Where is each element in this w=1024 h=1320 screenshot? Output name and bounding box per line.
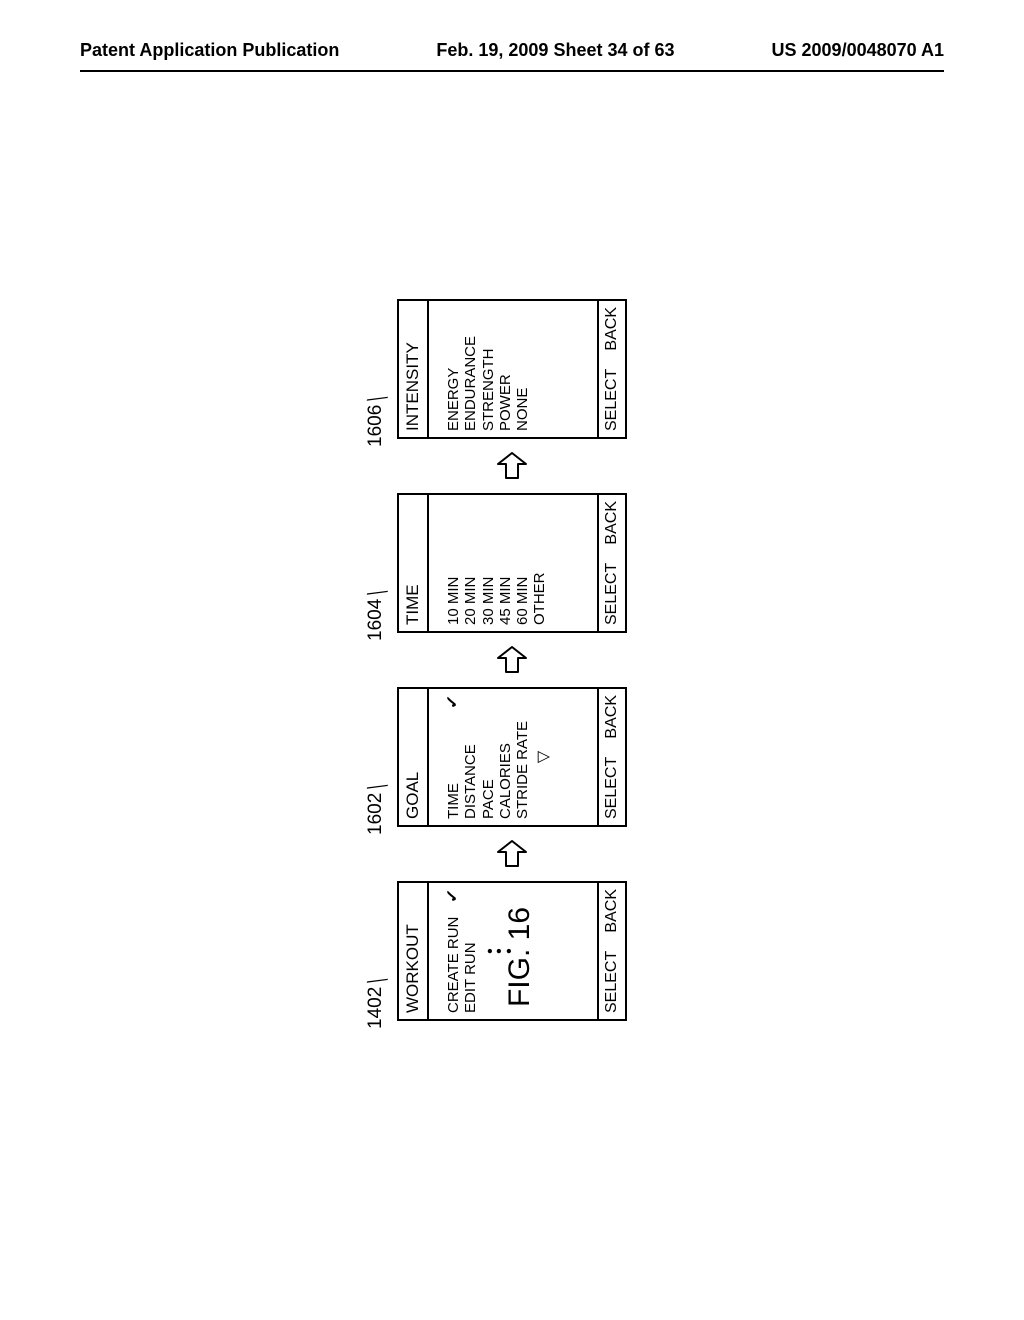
select-button[interactable]: SELECT	[603, 563, 621, 625]
spacer	[435, 695, 445, 819]
menu-item[interactable]: CALORIES	[497, 695, 514, 819]
ref-label: 1402╲	[365, 975, 387, 1029]
menu-item[interactable]: ENDURANCE	[462, 307, 479, 431]
back-button[interactable]: BACK	[603, 501, 621, 545]
header-left: Patent Application Publication	[80, 40, 339, 61]
select-button[interactable]: SELECT	[603, 369, 621, 431]
screen-title: GOAL	[399, 689, 429, 825]
screen-title: WORKOUT	[399, 883, 429, 1019]
menu-item[interactable]: POWER	[497, 307, 514, 431]
screen-footer: SELECT BACK	[597, 495, 625, 631]
ref-number: 1602	[365, 793, 387, 835]
back-button[interactable]: BACK	[603, 307, 621, 351]
menu-item[interactable]: CREATE RUN ✓	[445, 889, 462, 1013]
screen-footer: SELECT BACK	[597, 883, 625, 1019]
screen-footer: SELECT BACK	[597, 689, 625, 825]
screen-box: INTENSITYENERGYENDURANCESTRENGTHPOWERNON…	[397, 299, 627, 439]
select-button[interactable]: SELECT	[603, 757, 621, 819]
screen-box: TIME10 MIN20 MIN30 MIN45 MIN60 MINOTHERS…	[397, 493, 627, 633]
screen-body: ENERGYENDURANCESTRENGTHPOWERNONE	[429, 301, 597, 437]
flow-arrow-icon	[492, 839, 532, 869]
menu-item[interactable]: PACE	[480, 695, 497, 819]
menu-item[interactable]: NONE	[514, 307, 531, 431]
spacer	[435, 501, 445, 625]
menu-item[interactable]: ENERGY	[445, 307, 462, 431]
menu-item[interactable]: STRIDE RATE	[514, 695, 531, 819]
menu-item[interactable]: STRENGTH	[480, 307, 497, 431]
header-divider	[80, 70, 944, 72]
ref-number: 1604	[365, 599, 387, 641]
ref-label: 1606╲	[365, 393, 387, 447]
ref-label: 1604╲	[365, 587, 387, 641]
screen-body: 10 MIN20 MIN30 MIN45 MIN60 MINOTHER	[429, 495, 597, 631]
menu-item[interactable]: 10 MIN	[445, 501, 462, 625]
screen-unit-1602: 1602╲GOALTIME✓DISTANCEPACECALORIESSTRIDE…	[397, 687, 627, 827]
screen-footer: SELECT BACK	[597, 301, 625, 437]
ref-number: 1402	[365, 987, 387, 1029]
screen-unit-1604: 1604╲TIME10 MIN20 MIN30 MIN45 MIN60 MINO…	[397, 493, 627, 633]
flow-arrow-icon	[492, 451, 532, 481]
flow-arrow-icon	[492, 645, 532, 675]
menu-item[interactable]: 20 MIN	[462, 501, 479, 625]
spacer	[435, 307, 445, 431]
checkmark-icon: ✓	[444, 694, 461, 709]
back-button[interactable]: BACK	[603, 695, 621, 739]
header-right: US 2009/0048070 A1	[772, 40, 944, 61]
menu-item[interactable]: EDIT RUN	[462, 889, 479, 1013]
menu-item[interactable]: DISTANCE	[462, 695, 479, 819]
page-header: Patent Application Publication Feb. 19, …	[0, 40, 1024, 61]
screen-unit-1606: 1606╲INTENSITYENERGYENDURANCESTRENGTHPOW…	[397, 299, 627, 439]
menu-item[interactable]: 45 MIN	[497, 501, 514, 625]
header-center: Feb. 19, 2009 Sheet 34 of 63	[436, 40, 674, 61]
menu-item[interactable]: 30 MIN	[480, 501, 497, 625]
menu-item[interactable]: TIME ✓	[445, 695, 462, 819]
menu-item[interactable]: OTHER	[531, 501, 548, 625]
checkmark-icon: ✓	[444, 888, 461, 903]
down-triangle-icon: ▽	[535, 695, 553, 819]
figure-label: FIG. 16	[503, 907, 537, 1007]
menu-item-label: TIME	[445, 783, 462, 819]
menu-item-label: CREATE RUN	[445, 917, 462, 1013]
back-button[interactable]: BACK	[603, 889, 621, 933]
ref-label: 1602╲	[365, 781, 387, 835]
screen-box: GOAL TIME ✓DISTANCEPACECALORIESSTRIDE RATE…	[397, 687, 627, 827]
screen-title: TIME	[399, 495, 429, 631]
screen-title: INTENSITY	[399, 301, 429, 437]
menu-item[interactable]: 60 MIN	[514, 501, 531, 625]
screen-body: TIME ✓DISTANCEPACECALORIESSTRIDE RATE▽	[429, 689, 597, 825]
spacer	[435, 889, 445, 1013]
select-button[interactable]: SELECT	[603, 951, 621, 1013]
ref-number: 1606	[365, 405, 387, 447]
